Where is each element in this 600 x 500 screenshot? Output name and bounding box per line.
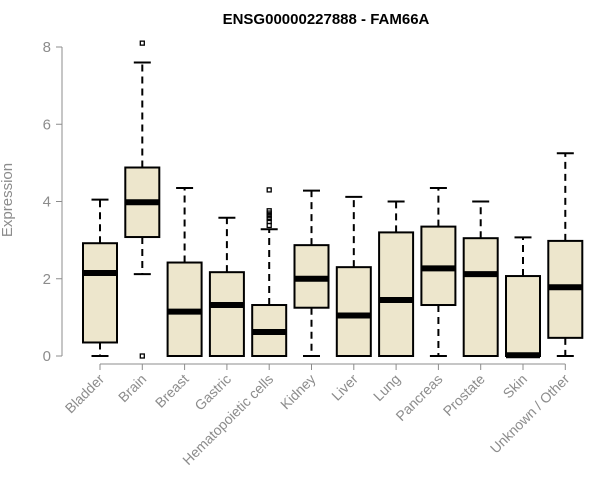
box-gastric <box>208 216 245 357</box>
box-bladder <box>82 198 118 357</box>
outlier-point <box>139 353 145 359</box>
outlier-point <box>266 213 272 219</box>
x-tick-label: Breast <box>152 371 192 411</box>
box-lung <box>378 200 415 357</box>
x-tick-label: Pancreas <box>392 371 445 424</box>
box-liver <box>335 195 372 358</box>
box-body <box>335 266 372 358</box>
x-tick-label: Prostate <box>440 371 488 419</box>
x-tick-label: Unknown / Other <box>487 371 573 457</box>
outlier-point <box>266 218 272 225</box>
box-unknown-other <box>547 152 584 357</box>
y-tick-label: 6 <box>43 116 51 133</box>
box-body <box>82 242 118 344</box>
box-breast <box>166 186 203 357</box>
box-kidney <box>293 189 330 357</box>
box-brain <box>124 40 161 359</box>
x-tick-label: Skin <box>500 371 531 402</box>
outlier-point <box>266 187 272 193</box>
x-tick-label: Liver <box>328 371 361 404</box>
box-body <box>505 275 541 358</box>
y-axis: 0 2 4 6 8 <box>43 39 63 365</box>
y-tick-label: 8 <box>43 39 51 56</box>
box-prostate <box>462 200 499 358</box>
x-tick-label: Bladder <box>62 371 108 417</box>
box-body <box>208 271 245 357</box>
x-tick-label: Lung <box>370 371 403 404</box>
y-axis-label: Expression <box>0 163 16 237</box>
x-tick-label: Kidney <box>277 371 319 413</box>
box-hematopoietic-cells <box>251 187 288 358</box>
outlier-point <box>266 208 272 214</box>
y-tick-label: 2 <box>43 271 51 288</box>
outlier-point <box>266 215 272 222</box>
box-body <box>462 237 499 358</box>
box-body <box>378 231 415 357</box>
box-skin <box>505 236 541 359</box>
x-tick-label: Brain <box>115 371 149 405</box>
box-pancreas <box>420 186 457 357</box>
outlier-point <box>139 40 145 46</box>
y-tick-label: 4 <box>43 194 51 211</box>
y-tick-label: 0 <box>43 348 51 365</box>
chart-title: ENSG00000227888 - FAM66A <box>223 11 430 28</box>
boxes-group <box>82 40 584 359</box>
